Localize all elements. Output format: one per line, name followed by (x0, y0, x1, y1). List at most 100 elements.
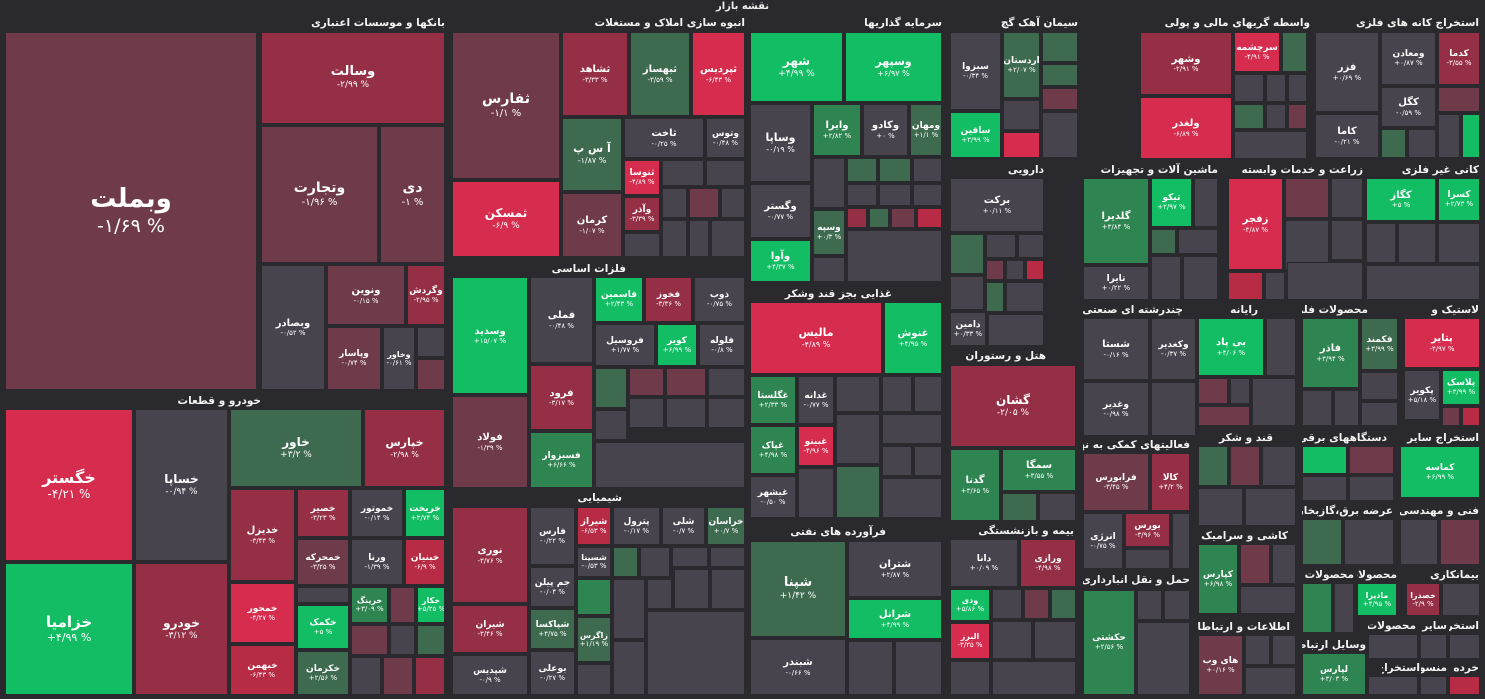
sector-label[interactable]: دستگاههای برقی (1302, 432, 1387, 444)
stock-tile[interactable] (913, 158, 942, 182)
stock-tile[interactable] (1151, 382, 1196, 436)
stock-tile[interactable] (882, 376, 912, 412)
stock-tile[interactable] (836, 466, 880, 518)
stock-tile[interactable]: تایرا +۰/۲۲ % (1083, 266, 1149, 300)
stock-tile[interactable] (613, 547, 638, 577)
stock-tile[interactable]: وسپهر +۶/۹۷ % (845, 32, 942, 102)
stock-tile[interactable]: ثشاهد -۳/۳۳ % (562, 32, 628, 116)
sector-label[interactable]: خودرو و قطعات (177, 395, 261, 407)
sector-label[interactable]: وسایل ارتباطی (1302, 639, 1366, 651)
stock-tile[interactable] (1288, 74, 1307, 102)
stock-tile[interactable]: شیران -۳/۴۶ % (452, 605, 528, 653)
stock-tile[interactable]: خگستر -۴/۲۱ % (5, 409, 133, 561)
stock-tile[interactable] (595, 410, 627, 440)
stock-tile[interactable]: ومهان +۱/۱ % (910, 104, 942, 156)
stock-tile[interactable] (1245, 667, 1296, 695)
sector-label[interactable]: عرضه برق،گازبخار و (1302, 505, 1393, 517)
stock-tile[interactable] (666, 398, 706, 428)
stock-tile[interactable] (1440, 519, 1480, 565)
stock-tile[interactable]: فلوله -۰/۸ % (699, 324, 745, 366)
stock-tile[interactable] (1042, 112, 1078, 158)
sector-label[interactable]: زراعت و خدمات وابسته (1241, 164, 1363, 176)
stock-tile[interactable] (1266, 318, 1296, 376)
stock-tile[interactable] (595, 368, 627, 408)
stock-tile[interactable] (1462, 114, 1480, 158)
stock-tile[interactable] (1006, 282, 1044, 312)
stock-tile[interactable]: کویر +۶/۹۹ % (657, 324, 697, 366)
stock-tile[interactable]: وگستر -۰/۷۷ % (750, 184, 811, 238)
stock-tile[interactable] (1125, 549, 1170, 569)
stock-tile[interactable]: شستا -۰/۱۶ % (1083, 318, 1149, 380)
sector-label[interactable]: بانکها و موسسات اعتباری (311, 17, 445, 29)
stock-tile[interactable]: خزامیا +۴/۹۹ % (5, 563, 133, 695)
stock-tile[interactable] (1400, 519, 1438, 565)
stock-tile[interactable]: کماسه +۶/۹۹ % (1400, 446, 1480, 498)
stock-tile[interactable] (351, 625, 388, 655)
stock-tile[interactable] (1018, 234, 1044, 258)
sector-label[interactable]: سرمایه گذاریها (864, 17, 942, 29)
sector-label[interactable]: حمل و نقل انبارداری و (1083, 574, 1190, 586)
stock-tile[interactable]: زاگرس +۱/۱۹ % (577, 617, 611, 662)
stock-tile[interactable] (1198, 446, 1228, 486)
stock-tile[interactable]: وآوا +۴/۳۷ % (750, 240, 811, 282)
stock-tile[interactable] (1240, 544, 1270, 584)
stock-tile[interactable]: وگردش -۲/۹۵ % (407, 265, 445, 325)
sector-label[interactable]: منسو (1421, 662, 1447, 674)
stock-tile[interactable] (986, 282, 1004, 312)
sector-label[interactable]: چندرشته ای صنعتی (1083, 304, 1183, 316)
stock-tile[interactable]: وسدید +۱۵/۰۷ % (452, 277, 528, 394)
stock-tile[interactable] (1282, 32, 1307, 72)
stock-tile[interactable] (1234, 131, 1307, 159)
stock-tile[interactable]: گدنا +۳/۶۵ % (950, 449, 1000, 521)
stock-tile[interactable] (1003, 100, 1040, 130)
sector-label[interactable]: کاشی و سرامیک (1201, 530, 1288, 542)
stock-tile[interactable]: سبزوا -۰/۳۴ % (950, 32, 1001, 110)
stock-tile[interactable]: نوری -۳/۷۶ % (452, 507, 528, 603)
stock-tile[interactable] (689, 220, 709, 257)
stock-tile[interactable] (613, 579, 645, 639)
stock-tile[interactable]: وآذر -۳/۳۹ % (624, 197, 660, 231)
stock-tile[interactable]: جم پیلن -۰/۰۴ % (530, 567, 575, 607)
sector-label[interactable]: فرآورده های نفتی (790, 526, 886, 538)
stock-tile[interactable] (689, 188, 719, 218)
stock-tile[interactable] (1006, 260, 1024, 280)
stock-tile[interactable] (950, 661, 990, 695)
stock-tile[interactable] (1262, 446, 1296, 486)
stock-tile[interactable] (1361, 402, 1398, 426)
stock-tile[interactable]: ثبهساز -۳/۵۹ % (630, 32, 690, 116)
stock-tile[interactable] (1151, 256, 1181, 300)
stock-tile[interactable]: وساپا -۰/۱۹ % (750, 104, 811, 182)
stock-tile[interactable] (879, 184, 911, 206)
stock-tile[interactable]: ورازی -۴/۹۸ % (1020, 539, 1076, 587)
stock-tile[interactable] (847, 184, 877, 206)
sector-label[interactable]: اطلاعات و ارتباطات (1198, 621, 1290, 633)
stock-tile[interactable] (913, 184, 942, 206)
sector-label[interactable]: بیمانکاری (1430, 569, 1479, 581)
stock-tile[interactable]: ولغدر -۶/۸۹ % (1140, 97, 1232, 159)
stock-tile[interactable] (662, 160, 704, 186)
stock-tile[interactable] (351, 657, 381, 695)
stock-tile[interactable]: پترول -۰/۱۷ % (613, 507, 660, 545)
stock-tile[interactable] (992, 589, 1022, 619)
stock-tile[interactable]: کگاز +۵ % (1366, 178, 1436, 221)
sector-label[interactable]: رایانه (1230, 304, 1258, 316)
stock-tile[interactable] (1245, 635, 1270, 665)
sector-label[interactable]: واسطه گریهای مالی و پولی (1164, 17, 1310, 29)
stock-tile[interactable] (595, 442, 745, 488)
stock-tile[interactable] (1442, 583, 1480, 616)
stock-tile[interactable] (1302, 583, 1332, 633)
stock-tile[interactable] (1302, 390, 1332, 426)
stock-tile[interactable] (674, 569, 709, 609)
stock-tile[interactable]: غپاک +۴/۹۸ % (750, 426, 796, 474)
stock-tile[interactable] (577, 664, 611, 695)
stock-tile[interactable] (1398, 223, 1436, 263)
stock-tile[interactable] (1366, 265, 1480, 300)
stock-tile[interactable]: خصیر -۳/۲۳ % (297, 489, 349, 537)
stock-tile[interactable] (383, 657, 413, 695)
stock-tile[interactable] (1366, 223, 1396, 263)
stock-tile[interactable] (662, 220, 687, 257)
stock-tile[interactable] (847, 158, 877, 182)
stock-tile[interactable]: فخوز -۳/۳۶ % (645, 277, 692, 322)
stock-tile[interactable]: شبندر -۰/۶۶ % (750, 639, 846, 695)
stock-tile[interactable]: برکت +۰/۱۱ % (950, 178, 1044, 232)
